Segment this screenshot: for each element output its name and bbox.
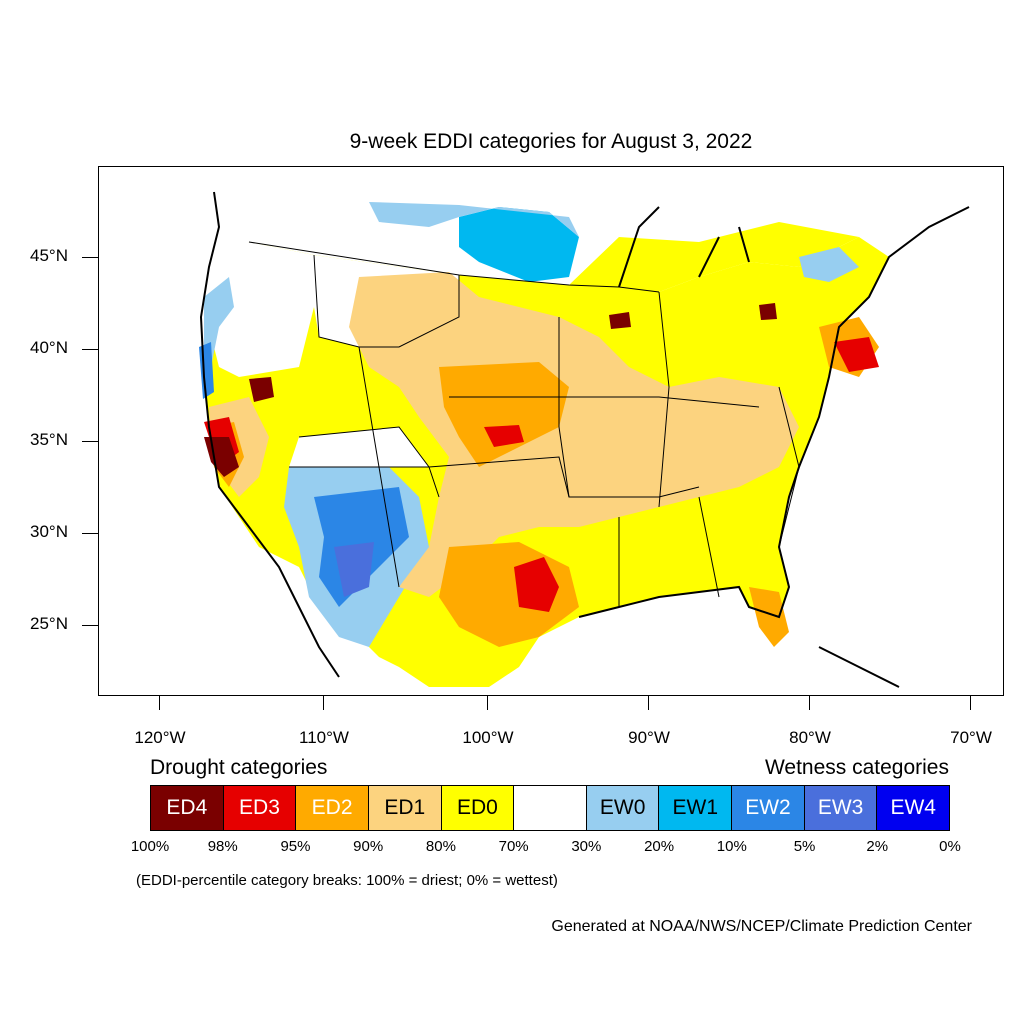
legend-swatch-ed0: ED0 — [441, 786, 515, 830]
percent-break-label: 90% — [353, 838, 384, 855]
legend-swatch-ew0: EW0 — [586, 786, 660, 830]
percent-break-label: 70% — [498, 838, 529, 855]
lat-label-45: 45°N — [30, 246, 68, 265]
percent-break-label: 0% — [939, 838, 961, 855]
lon-tick-80 — [809, 696, 810, 710]
lat-tick-45 — [82, 257, 98, 258]
lon-label-80: 80°W — [789, 728, 831, 747]
boundaries — [248, 241, 800, 607]
coastline — [199, 191, 970, 688]
legend-swatch-ed3: ED3 — [223, 786, 297, 830]
region-plains-ed3 — [484, 425, 524, 447]
lon-tick-90 — [648, 696, 649, 710]
lat-tick-40 — [82, 349, 98, 350]
lat-tick-35 — [82, 441, 98, 442]
lon-tick-70 — [970, 696, 971, 710]
lat-label-25: 25°N — [30, 614, 68, 633]
legend-swatch-ew4: EW4 — [877, 786, 950, 830]
region-texas-ed3 — [514, 557, 559, 612]
percent-break-label: 20% — [644, 838, 675, 855]
legend-swatch-ed4: ED4 — [151, 786, 224, 830]
drought-categories-title: Drought categories — [150, 756, 328, 779]
lon-tick-110 — [323, 696, 324, 710]
lon-label-100: 100°W — [462, 728, 514, 747]
region-north-ew0 — [369, 202, 579, 237]
footnote: (EDDI-percentile category breaks: 100% =… — [136, 872, 558, 889]
lat-label-35: 35°N — [30, 430, 68, 449]
legend-swatch-ed2: ED2 — [296, 786, 369, 830]
legend-swatch-ew3: EW3 — [804, 786, 878, 830]
percent-break-label: 98% — [207, 838, 238, 855]
percent-break-label: 2% — [866, 838, 889, 855]
legend-swatch-ew2: EW2 — [732, 786, 805, 830]
eddi-map — [98, 166, 1004, 696]
lon-label-120: 120°W — [134, 728, 186, 747]
eddi-map-canvas — [199, 191, 970, 688]
lat-tick-30 — [82, 533, 98, 534]
lon-label-70: 70°W — [950, 728, 992, 747]
percent-break-label: 100% — [130, 838, 170, 855]
lon-label-110: 110°W — [299, 728, 349, 747]
region-ontario-ed4 — [759, 303, 777, 320]
lat-tick-25 — [82, 625, 98, 626]
region-west-coast-white — [199, 242, 319, 377]
region-nevada-ed4 — [249, 377, 274, 402]
lon-label-90: 90°W — [628, 728, 670, 747]
region-plains-ed2 — [439, 362, 569, 467]
region-central-ed1 — [349, 272, 799, 597]
region-northeast-ew0 — [799, 247, 859, 282]
percent-break-label: 5% — [793, 838, 816, 855]
legend-swatch-ew1: EW1 — [659, 786, 733, 830]
credit-line: Generated at NOAA/NWS/NCEP/Climate Predi… — [551, 918, 972, 935]
legend-swatch-normal — [514, 786, 587, 830]
lat-label-30: 30°N — [30, 522, 68, 541]
wetness-categories-title: Wetness categories — [764, 756, 949, 779]
region-southwest-ew2 — [334, 542, 374, 597]
percent-break-label: 80% — [425, 838, 456, 855]
percent-break-label: 30% — [571, 838, 602, 855]
region-michigan-ed4 — [609, 312, 631, 329]
region-north-ew1 — [459, 207, 579, 282]
map-title: 9-week EDDI categories for August 3, 202… — [349, 130, 753, 153]
region-florida-ed2 — [749, 587, 789, 647]
percent-break-label: 10% — [716, 838, 747, 855]
region-ed0-canada — [569, 222, 859, 292]
region-northeast-ed3 — [834, 337, 879, 372]
category-legend: ED4 ED3 ED2 ED1 ED0 EW0 EW1 EW2 EW3 EW4 — [150, 785, 950, 831]
lat-label-40: 40°N — [30, 338, 68, 357]
percent-break-label: 95% — [280, 838, 311, 855]
lon-tick-120 — [159, 696, 160, 710]
region-west-white — [289, 427, 429, 467]
legend-swatch-ed1: ED1 — [368, 786, 442, 830]
lon-tick-100 — [487, 696, 488, 710]
